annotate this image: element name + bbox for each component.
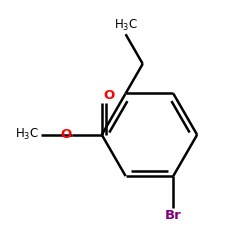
Text: H$_3$C: H$_3$C (15, 127, 40, 142)
Text: Br: Br (165, 209, 182, 222)
Text: H$_3$C: H$_3$C (114, 18, 138, 33)
Text: O: O (60, 128, 72, 141)
Text: O: O (103, 89, 114, 102)
